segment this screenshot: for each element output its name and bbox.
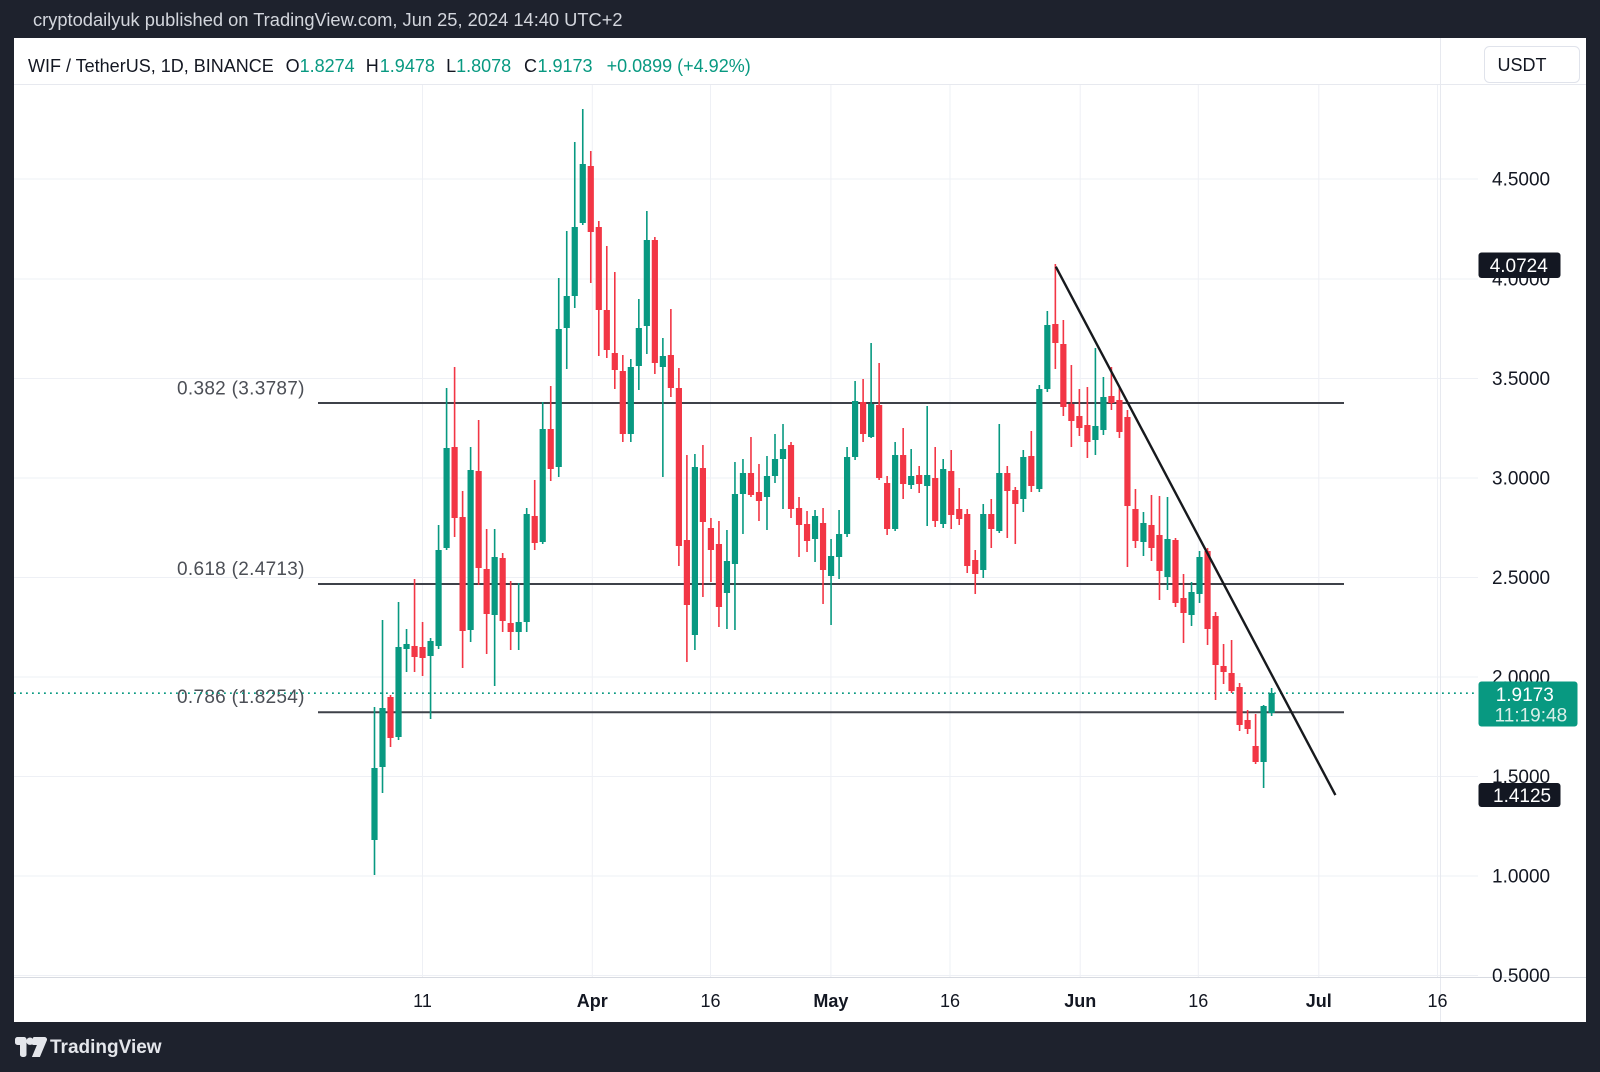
- svg-text:4.0724: 4.0724: [1490, 256, 1549, 277]
- svg-text:L: L: [446, 56, 456, 76]
- svg-text:1.9173: 1.9173: [538, 56, 593, 76]
- svg-text:16: 16: [700, 991, 720, 1011]
- svg-text:1.4125: 1.4125: [1493, 786, 1551, 807]
- svg-text:0.786 (1.8254): 0.786 (1.8254): [177, 687, 305, 708]
- svg-text:1.8274: 1.8274: [300, 56, 355, 76]
- svg-text:Apr: Apr: [577, 991, 608, 1011]
- svg-text:16: 16: [940, 991, 960, 1011]
- svg-text:0.382 (3.3787): 0.382 (3.3787): [177, 379, 305, 400]
- svg-text:11:19:48: 11:19:48: [1495, 706, 1568, 727]
- svg-text:0.5000: 0.5000: [1492, 966, 1550, 987]
- svg-text:11: 11: [413, 991, 432, 1011]
- svg-text:0.618 (2.4713): 0.618 (2.4713): [177, 559, 305, 580]
- svg-text:3.0000: 3.0000: [1492, 469, 1550, 490]
- svg-text:1.9478: 1.9478: [380, 56, 435, 76]
- svg-text:O: O: [286, 56, 300, 76]
- svg-text:1.0000: 1.0000: [1492, 867, 1550, 888]
- svg-text:16: 16: [1427, 991, 1447, 1011]
- svg-text:4.5000: 4.5000: [1492, 170, 1550, 191]
- svg-text:WIF / TetherUS, 1D, BINANCE: WIF / TetherUS, 1D, BINANCE: [28, 56, 274, 76]
- svg-text:1.5000: 1.5000: [1492, 767, 1550, 788]
- svg-text:Jul: Jul: [1306, 991, 1332, 1011]
- svg-text:2.5000: 2.5000: [1492, 568, 1550, 589]
- svg-text:C: C: [524, 56, 537, 76]
- svg-text:3.5000: 3.5000: [1492, 369, 1550, 390]
- svg-text:1.8078: 1.8078: [456, 56, 511, 76]
- svg-text:+0.0899 (+4.92%): +0.0899 (+4.92%): [607, 56, 751, 76]
- svg-text:Jun: Jun: [1064, 991, 1096, 1011]
- svg-text:H: H: [366, 56, 379, 76]
- svg-text:May: May: [813, 991, 848, 1011]
- svg-text:1.9173: 1.9173: [1496, 685, 1554, 706]
- svg-text:USDT: USDT: [1498, 55, 1547, 75]
- svg-text:16: 16: [1188, 991, 1208, 1011]
